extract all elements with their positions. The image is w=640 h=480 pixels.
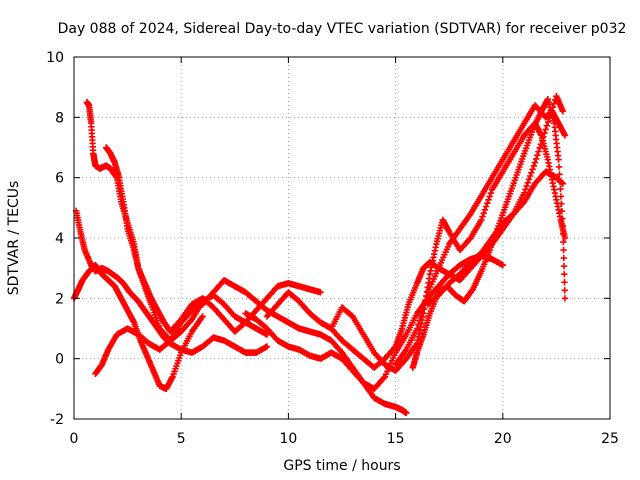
data-point bbox=[535, 148, 542, 155]
data-point bbox=[481, 206, 489, 214]
data-point bbox=[479, 213, 486, 220]
x-tick-label: 10 bbox=[279, 431, 297, 447]
data-point bbox=[509, 211, 516, 219]
data-point bbox=[561, 287, 568, 294]
data-point bbox=[419, 305, 427, 312]
x-tick-label: 15 bbox=[387, 431, 405, 447]
y-tick-labels: -2 0 2 4 6 8 10 bbox=[46, 50, 64, 428]
data-point bbox=[482, 203, 490, 210]
axis-ticks bbox=[73, 56, 611, 420]
data-point bbox=[530, 162, 537, 170]
data-point bbox=[541, 129, 548, 137]
data-point bbox=[557, 193, 565, 200]
data-point bbox=[522, 186, 529, 193]
data-point bbox=[413, 325, 421, 332]
data-point bbox=[556, 178, 564, 185]
data-point bbox=[561, 132, 569, 139]
data-point bbox=[524, 179, 532, 186]
data-point bbox=[538, 137, 546, 144]
x-tick-labels: 0 5 10 15 20 25 bbox=[70, 431, 619, 447]
data-point bbox=[560, 246, 567, 254]
data-point bbox=[540, 133, 547, 140]
data-point bbox=[423, 293, 430, 300]
data-point bbox=[556, 171, 563, 178]
data-point bbox=[557, 185, 564, 193]
data-point bbox=[536, 144, 543, 152]
data-point bbox=[526, 172, 534, 180]
data-point bbox=[558, 200, 565, 208]
data-point bbox=[487, 189, 495, 197]
data-point bbox=[561, 279, 568, 286]
y-tick-label: 6 bbox=[55, 171, 64, 187]
chart-title: Day 088 of 2024, Sidereal Day-to-day VTE… bbox=[58, 21, 627, 37]
x-tick-label: 20 bbox=[494, 431, 512, 447]
data-point bbox=[422, 297, 429, 304]
data-point bbox=[544, 118, 552, 126]
data-point bbox=[559, 230, 567, 238]
data-point bbox=[549, 104, 557, 111]
data-point bbox=[542, 126, 549, 133]
data-point bbox=[561, 295, 569, 302]
data-point bbox=[560, 254, 567, 262]
data-point bbox=[528, 169, 535, 176]
data-marks bbox=[70, 93, 569, 417]
data-point bbox=[532, 155, 540, 163]
series-track-1 bbox=[83, 99, 271, 344]
data-point bbox=[561, 234, 569, 242]
data-point bbox=[499, 261, 506, 269]
data-point bbox=[560, 262, 568, 270]
x-axis-title: GPS time / hours bbox=[283, 458, 400, 474]
data-point bbox=[561, 271, 568, 278]
y-tick-label: 10 bbox=[46, 50, 64, 66]
data-point bbox=[555, 163, 563, 171]
data-point bbox=[523, 182, 530, 190]
data-point bbox=[547, 111, 554, 118]
data-point bbox=[529, 166, 536, 173]
data-point bbox=[480, 209, 487, 217]
data-point bbox=[548, 107, 555, 115]
data-point bbox=[486, 193, 493, 200]
y-axis-title: SDTVAR / TECUs bbox=[6, 181, 22, 296]
data-point bbox=[485, 196, 492, 203]
x-tick-label: 0 bbox=[70, 431, 79, 447]
y-tick-label: 2 bbox=[55, 291, 64, 307]
series-track-3 bbox=[72, 207, 271, 356]
series-track-2 bbox=[102, 144, 324, 335]
data-point bbox=[521, 189, 528, 196]
data-point bbox=[558, 207, 566, 215]
data-point bbox=[559, 108, 567, 115]
data-point bbox=[263, 343, 271, 350]
data-point bbox=[478, 216, 485, 224]
data-point bbox=[484, 199, 491, 207]
y-tick-label: 4 bbox=[55, 231, 64, 247]
data-point bbox=[559, 215, 566, 222]
y-tick-label: 8 bbox=[55, 110, 64, 126]
data-point bbox=[534, 152, 541, 159]
data-point bbox=[199, 313, 206, 320]
series-track-11 bbox=[424, 93, 567, 308]
x-tick-label: 5 bbox=[177, 431, 186, 447]
data-point bbox=[417, 313, 424, 320]
data-point bbox=[537, 140, 545, 148]
data-point bbox=[546, 115, 553, 122]
grid bbox=[74, 57, 610, 419]
data-point bbox=[403, 409, 410, 417]
data-point bbox=[415, 321, 422, 328]
data-point bbox=[559, 222, 567, 230]
x-tick-label: 25 bbox=[601, 431, 619, 447]
data-point bbox=[555, 156, 562, 163]
data-point bbox=[317, 289, 324, 296]
data-point bbox=[531, 159, 539, 166]
y-tick-label: -2 bbox=[50, 412, 64, 428]
data-point bbox=[525, 176, 533, 183]
series-track-5 bbox=[92, 277, 410, 417]
data-point bbox=[560, 238, 567, 246]
data-point bbox=[543, 122, 551, 129]
y-tick-label: 0 bbox=[55, 352, 64, 368]
data-point bbox=[418, 309, 426, 316]
data-point bbox=[416, 317, 423, 324]
